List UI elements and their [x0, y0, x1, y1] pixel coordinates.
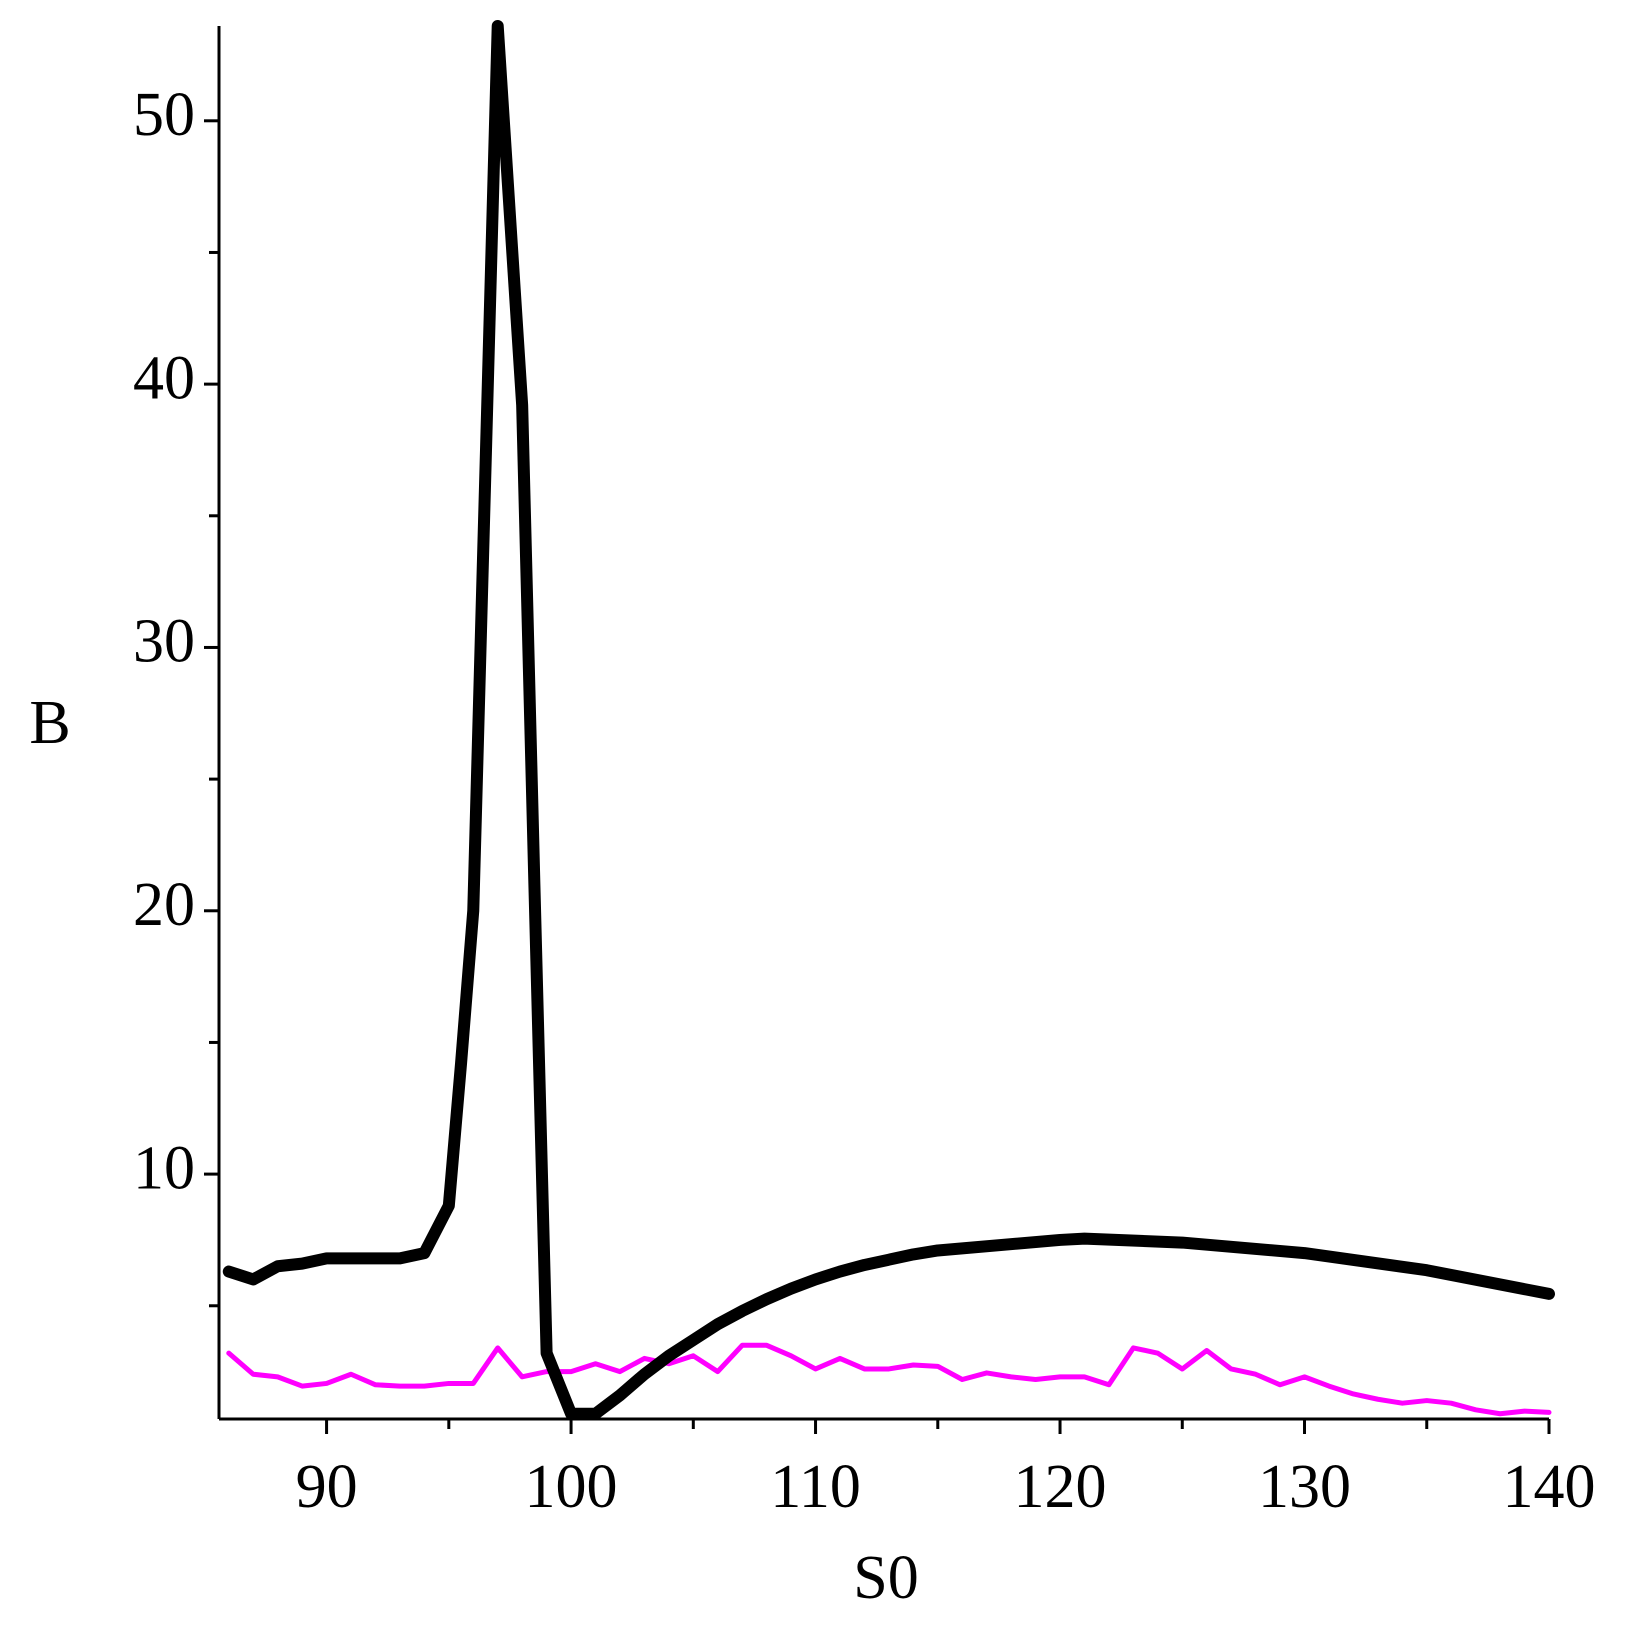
y-tick-label: 20 [133, 871, 195, 939]
y-tick-label: 50 [133, 81, 195, 149]
x-tick-label: 130 [1258, 1453, 1351, 1521]
y-axis-label: B [29, 689, 70, 757]
y-tick-label: 10 [133, 1134, 195, 1202]
y-tick-label: 40 [133, 344, 195, 412]
x-axis-label: S0 [853, 1544, 918, 1612]
series-line [226, 1342, 1552, 1417]
x-tick-label: 120 [1014, 1453, 1107, 1521]
x-tick-label: 110 [770, 1453, 861, 1521]
x-tick-label: 140 [1503, 1453, 1596, 1521]
series-line [222, 20, 1555, 1420]
y-tick-label: 30 [133, 608, 195, 676]
x-tick-label: 100 [525, 1453, 618, 1521]
x-tick-label: 90 [296, 1453, 358, 1521]
